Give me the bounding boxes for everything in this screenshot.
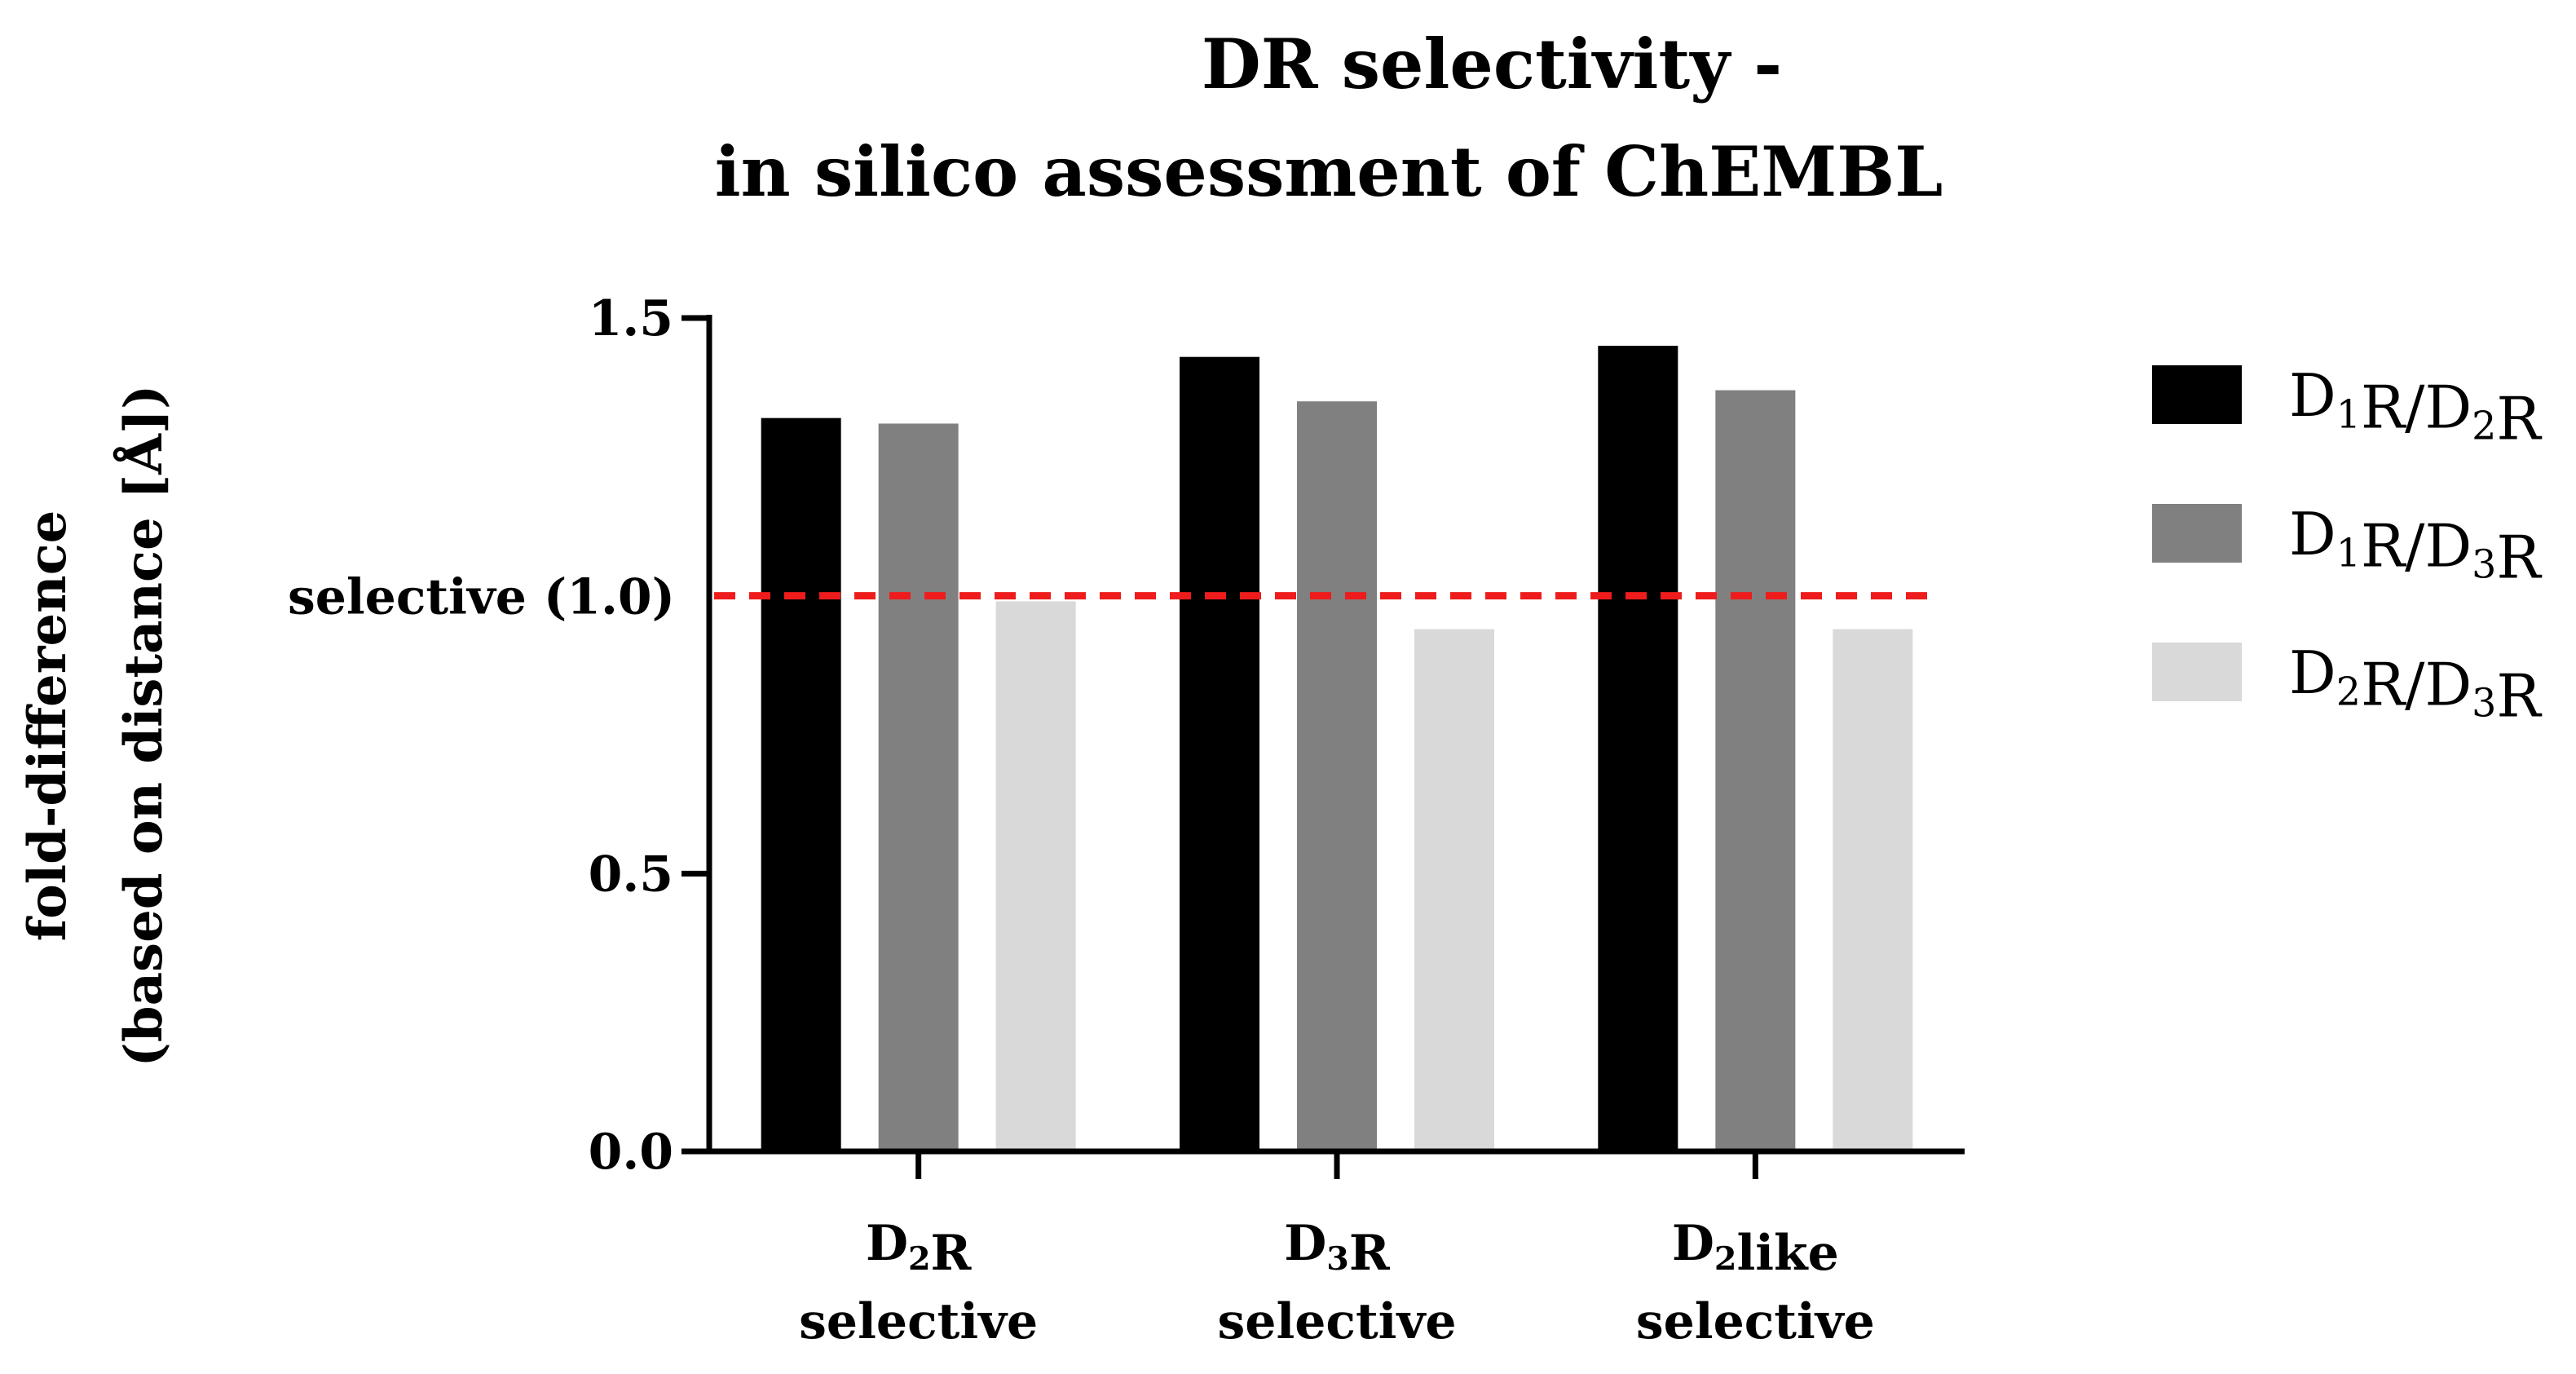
x-tick-label-d2like-line-2: selective: [1636, 1293, 1875, 1350]
bar-d1r-d3r-d3r: [1297, 401, 1377, 1151]
legend-swatch-d1r-d3r: [2152, 504, 2242, 563]
chart-title-line-1: DR selectivity -: [1202, 24, 1782, 104]
x-tick-label-d2r-line-2: selective: [799, 1293, 1038, 1350]
y-tick-label-1.5: 1.5: [589, 290, 673, 347]
x-tick-label-d3r-line-2: selective: [1218, 1293, 1457, 1350]
bar-d1r-d2r-d3r: [1180, 356, 1259, 1151]
legend-label-d1r-d2r: D1R/D2R: [2289, 361, 2542, 453]
bars-layer: [761, 346, 1913, 1152]
y-axis-label: fold-difference (based on distance [Å]): [17, 385, 174, 1067]
y-axis-label-line-2: (based on distance [Å]): [113, 385, 174, 1067]
y-tick-label-0.0: 0.0: [589, 1124, 673, 1181]
y-tick-label-0.5: 0.5: [589, 846, 673, 903]
x-axis-tick-labels: D2R selective D3R selective D2like selective: [799, 1215, 1875, 1350]
legend: D1R/D2R D1R/D3R D2R/D3R: [2152, 361, 2542, 731]
reference-line-layer: selective (1.0): [288, 569, 1940, 626]
y-axis-label-line-1: fold-difference: [17, 510, 78, 942]
bar-d2r-d3r-d3r: [1414, 629, 1494, 1151]
x-tick-label-d2r-line-1: D2R: [866, 1215, 973, 1282]
bar-d1r-d2r-d2like: [1598, 346, 1678, 1152]
bar-d1r-d2r-d2r: [761, 418, 841, 1151]
reference-line-label: selective (1.0): [288, 569, 675, 626]
bar-d1r-d3r-d2r: [878, 423, 959, 1151]
x-tick-label-d2like-line-1: D2like: [1672, 1215, 1839, 1282]
axes-layer: 0.0 0.5 1.5: [589, 290, 1965, 1181]
x-tick-label-d3r-line-1: D3R: [1284, 1215, 1391, 1282]
bar-d2r-d3r-d2r: [995, 601, 1076, 1151]
chart-title: DR selectivity - in silico assessment of…: [715, 24, 1943, 212]
chart-title-line-2: in silico assessment of ChEMBL: [715, 131, 1943, 212]
legend-label-d2r-d3r: D2R/D3R: [2289, 638, 2542, 731]
legend-swatch-d2r-d3r: [2152, 643, 2242, 701]
legend-swatch-d1r-d2r: [2152, 365, 2242, 424]
bar-d2r-d3r-d2like: [1833, 629, 1913, 1151]
bar-d1r-d3r-d2like: [1715, 390, 1796, 1151]
legend-label-d1r-d3r: D1R/D3R: [2289, 500, 2542, 592]
